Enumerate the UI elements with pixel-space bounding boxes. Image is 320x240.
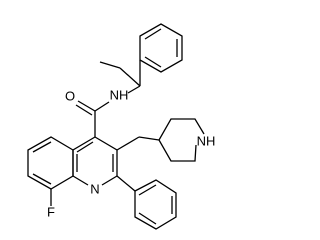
bond bbox=[77, 100, 96, 112]
bond bbox=[101, 175, 118, 186]
double-bond bbox=[138, 212, 157, 225]
double-bond bbox=[32, 173, 52, 185]
bonds bbox=[27, 23, 205, 230]
bond bbox=[138, 136, 160, 141]
bond bbox=[27, 136, 74, 190]
bond bbox=[116, 175, 136, 192]
bond bbox=[94, 136, 118, 176]
double-bond bbox=[144, 56, 162, 68]
double-bond bbox=[138, 184, 157, 196]
bond bbox=[99, 61, 121, 69]
atom-label: N bbox=[90, 181, 99, 196]
molecule: O NH N F NH bbox=[27, 23, 216, 230]
double-bond bbox=[144, 28, 162, 40]
bond bbox=[134, 179, 177, 230]
bond bbox=[94, 101, 110, 112]
bond bbox=[158, 118, 205, 162]
atom-label: F bbox=[47, 204, 55, 219]
atom-label: NH bbox=[197, 133, 216, 148]
bond bbox=[119, 67, 141, 87]
double-bond bbox=[32, 141, 52, 153]
double-bond bbox=[76, 141, 94, 153]
bond bbox=[116, 136, 140, 151]
bond bbox=[72, 175, 89, 186]
atom-label: NH bbox=[110, 87, 129, 102]
double-bond bbox=[75, 104, 93, 116]
bond bbox=[127, 85, 141, 94]
atom-label: O bbox=[65, 88, 75, 103]
bond bbox=[139, 23, 183, 73]
